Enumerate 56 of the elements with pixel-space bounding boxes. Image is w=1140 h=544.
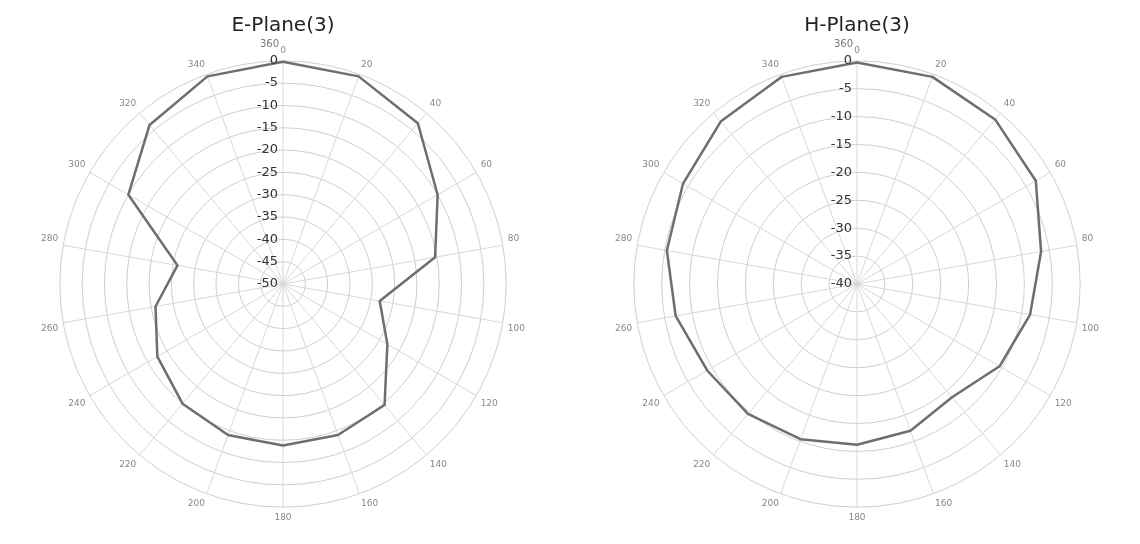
spoke-label: 80 <box>507 233 520 244</box>
spoke-label: 340 <box>761 58 780 69</box>
y-tick-label: -35 <box>256 208 278 224</box>
spoke-label: 280 <box>41 233 59 244</box>
spoke-label: 60 <box>1054 158 1067 169</box>
spoke-label: 280 <box>615 233 633 244</box>
y-tick-label: -50 <box>256 275 278 291</box>
spoke-label: 80 <box>1081 233 1094 244</box>
y-tick-label: -5 <box>265 74 278 90</box>
spoke-label: 300 <box>68 158 86 169</box>
y-tick-label: -10 <box>256 96 278 112</box>
spoke-label: 120 <box>480 397 499 408</box>
spoke-label: 140 <box>1003 458 1022 469</box>
y-tick-label: -25 <box>256 163 278 179</box>
spoke-label: 40 <box>1003 98 1016 109</box>
spoke-label: 20 <box>935 58 947 69</box>
spoke-label: 20 <box>361 58 373 69</box>
spoke-label: 240 <box>642 397 660 408</box>
chart-title: H-Plane(3) <box>803 12 911 36</box>
spoke-label: 300 <box>642 158 660 169</box>
spoke-label: 120 <box>1054 397 1073 408</box>
spoke-label: 260 <box>41 323 59 334</box>
chart-title: E-Plane(3) <box>230 12 336 36</box>
text: 360 <box>259 38 279 50</box>
spoke-label: 200 <box>761 498 780 509</box>
y-tick-label: -5 <box>839 80 852 96</box>
spoke-label: 340 <box>187 58 206 69</box>
y-tick-label: -30 <box>830 219 852 235</box>
y-tick-label: -15 <box>830 135 852 151</box>
spoke-label: 100 <box>507 323 526 334</box>
spoke-label: 140 <box>429 458 448 469</box>
y-tick-label: -35 <box>830 247 852 263</box>
spoke-label: 220 <box>693 458 711 469</box>
y-tick-label: -45 <box>256 253 278 269</box>
spoke-label: 200 <box>187 498 206 509</box>
spoke-label: 180 <box>274 511 292 522</box>
spoke-label: 320 <box>119 98 137 109</box>
spoke-label: 60 <box>480 158 493 169</box>
y-tick-label: -30 <box>256 186 278 202</box>
spoke-label: 160 <box>935 498 953 509</box>
y-tick-label: -25 <box>830 191 852 207</box>
spoke-label: 260 <box>615 323 633 334</box>
spoke-label: 320 <box>693 98 711 109</box>
spoke-label: 100 <box>1081 323 1100 334</box>
spoke-label: 240 <box>68 397 86 408</box>
y-tick-label: -20 <box>256 141 278 157</box>
spoke-label: 220 <box>119 458 137 469</box>
y-tick-label: -15 <box>256 119 278 135</box>
y-tick-label: -40 <box>830 275 852 291</box>
spoke-label: 180 <box>848 511 866 522</box>
spoke-label: 160 <box>361 498 379 509</box>
y-tick-label: -10 <box>830 107 852 123</box>
spoke-label: 40 <box>429 98 442 109</box>
y-tick-label: -20 <box>830 163 852 179</box>
text: 360 <box>833 38 853 50</box>
y-tick-label: -40 <box>256 230 278 246</box>
